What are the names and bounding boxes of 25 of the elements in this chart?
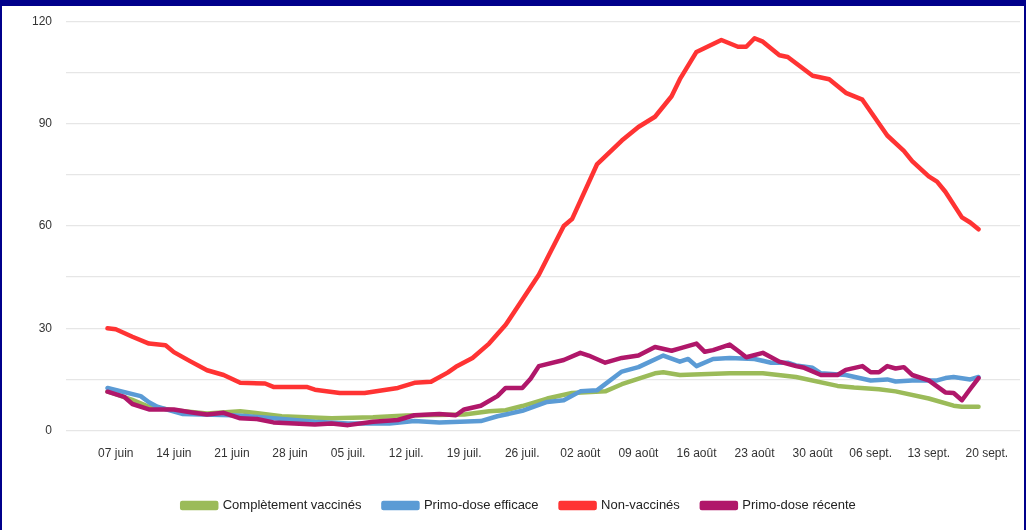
x-tick-label: 02 août [560,446,602,461]
y-tick-label: 30 [38,320,53,335]
x-tick-label: 16 août [676,446,718,461]
x-tick-label: 06 sept. [849,446,893,461]
y-tick-label: 90 [38,115,53,130]
legend-label: Non-vaccinés [601,497,681,513]
x-tick-label: 26 juil. [504,446,540,461]
x-tick-label: 23 août [734,446,776,461]
x-tick-label: 14 juin [156,446,192,461]
x-tick-label: 13 sept. [907,446,951,461]
x-tick-label: 09 août [618,446,660,461]
x-tick-label: 12 juil. [388,446,424,461]
x-tick-label: 20 sept. [965,446,1009,461]
x-tick-label: 21 juin [214,446,250,461]
legend-label: Complètement vaccinés [222,497,362,513]
y-tick-label: 60 [38,218,53,233]
x-tick-label: 28 juin [272,446,308,461]
x-tick-label: 30 août [792,446,834,461]
y-tick-label: 120 [31,13,53,28]
legend-label: Primo-dose récente [742,497,856,513]
x-tick-label: 07 juin [98,446,134,461]
legend-label: Primo-dose efficace [423,497,539,513]
y-tick-label: 0 [45,422,53,437]
x-tick-label: 05 juil. [330,446,366,461]
x-tick-label: 19 juil. [446,446,482,461]
